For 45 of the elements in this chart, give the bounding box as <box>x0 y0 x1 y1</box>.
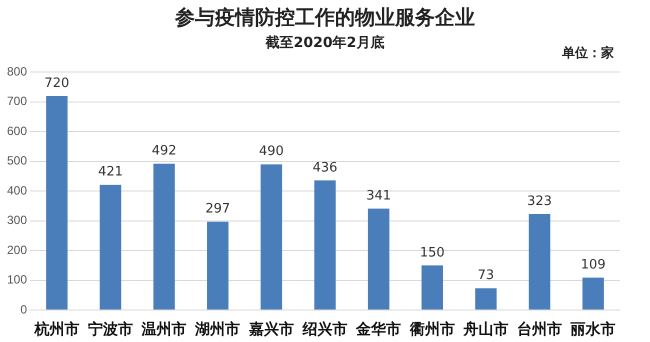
y-tick-label: 600 <box>6 124 28 138</box>
data-label: 73 <box>478 268 494 284</box>
bar <box>475 288 497 310</box>
y-tick-label: 400 <box>6 183 28 198</box>
y-tick-label: 800 <box>6 64 28 79</box>
x-tick-label: 台州市 <box>517 320 562 338</box>
data-label: 323 <box>527 194 552 209</box>
bar <box>368 208 390 310</box>
x-tick-label: 湖州市 <box>194 320 240 338</box>
bar <box>207 222 228 310</box>
x-tick-label: 舟山市 <box>462 320 508 338</box>
chart-title: 参与疫情防控工作的物业服务企业 <box>174 4 476 31</box>
text: 单位：家 <box>562 44 614 62</box>
bar <box>100 184 122 310</box>
x-tick-label: 衢州市 <box>408 320 455 338</box>
bar <box>46 96 68 310</box>
y-tick-label: 200 <box>6 242 28 257</box>
bar <box>260 164 282 310</box>
x-tick-label: 杭州市 <box>33 320 80 338</box>
bar <box>422 265 444 310</box>
data-label: 109 <box>580 257 606 272</box>
bar <box>528 214 550 310</box>
bar <box>582 278 604 310</box>
data-label: 297 <box>205 202 230 217</box>
x-tick-label: 丽水市 <box>570 320 616 338</box>
data-label: 421 <box>98 164 123 180</box>
y-tick-label: 100 <box>6 272 28 287</box>
data-label: 720 <box>44 76 70 91</box>
y-tick-label: 0 <box>20 302 28 316</box>
bar <box>314 180 336 310</box>
data-label: 341 <box>366 188 392 204</box>
x-tick-label: 宁波市 <box>88 320 133 338</box>
data-label: 436 <box>312 160 338 176</box>
y-tick-label: 500 <box>6 154 28 168</box>
chart-subtitle: 截至2020年2月底 <box>266 35 384 51</box>
data-label: 490 <box>258 144 284 160</box>
data-label: 492 <box>152 144 177 159</box>
y-tick-label: 700 <box>6 94 28 108</box>
x-tick-label: 金华市 <box>355 320 402 338</box>
x-tick-label: 绍兴市 <box>302 320 348 338</box>
bar <box>153 164 175 310</box>
data-label: 150 <box>420 245 445 260</box>
y-tick-label: 300 <box>6 213 28 228</box>
x-tick-label: 温州市 <box>140 320 187 338</box>
x-tick-label: 嘉兴市 <box>248 320 294 338</box>
